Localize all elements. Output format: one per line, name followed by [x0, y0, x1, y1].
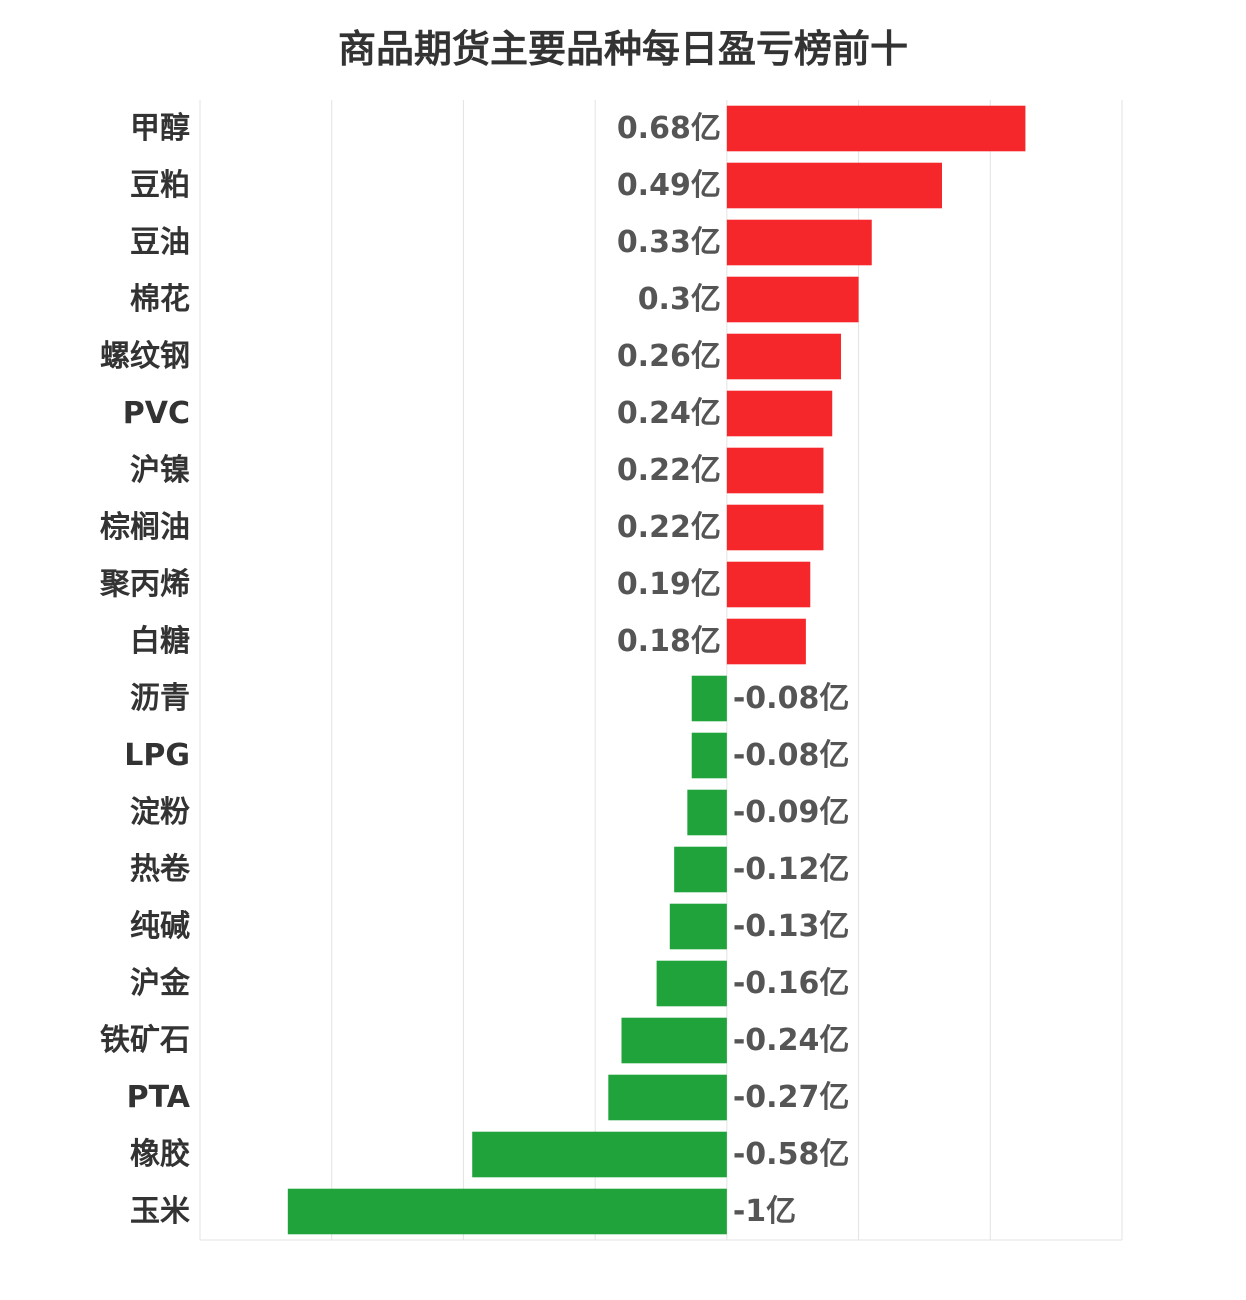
category-label: 橡胶 — [130, 1137, 190, 1172]
value-label: -0.12亿 — [733, 852, 849, 887]
value-label: -0.09亿 — [733, 795, 849, 830]
value-label: -0.58亿 — [733, 1137, 849, 1172]
value-label: 0.68亿 — [617, 111, 721, 146]
category-label: 棉花 — [130, 282, 190, 317]
value-label: 0.49亿 — [617, 168, 721, 203]
category-label: 甲醇 — [130, 111, 190, 146]
bar — [726, 390, 833, 437]
value-label: -0.13亿 — [733, 909, 849, 944]
category-label: 棕榈油 — [100, 510, 190, 545]
bar — [687, 789, 727, 836]
bar — [621, 1017, 727, 1064]
bar — [726, 504, 824, 551]
value-label: -1亿 — [733, 1194, 796, 1229]
bar — [726, 333, 842, 380]
category-label: 玉米 — [130, 1194, 190, 1229]
bar — [726, 447, 824, 494]
chart-title: 商品期货主要品种每日盈亏榜前十 — [337, 27, 908, 71]
category-label: 豆油 — [130, 225, 190, 260]
bar — [691, 732, 727, 779]
category-label: LPG — [124, 738, 190, 773]
bars — [287, 105, 1026, 1235]
grid-lines — [199, 100, 1123, 1241]
bar — [691, 675, 727, 722]
value-label: 0.22亿 — [617, 510, 721, 545]
bar — [726, 276, 859, 323]
category-label: 淀粉 — [130, 795, 190, 830]
bar — [287, 1188, 727, 1235]
bar — [608, 1074, 727, 1121]
category-label: 热卷 — [130, 852, 191, 887]
bar — [726, 105, 1026, 152]
bar — [726, 219, 872, 266]
value-label: 0.19亿 — [617, 567, 721, 602]
category-label: 铁矿石 — [100, 1023, 190, 1058]
value-label: -0.24亿 — [733, 1023, 849, 1058]
bar — [669, 903, 727, 950]
category-label: 白糖 — [130, 624, 190, 659]
bar — [472, 1131, 727, 1178]
value-label: 0.24亿 — [617, 396, 721, 431]
value-label: 0.26亿 — [617, 339, 721, 374]
category-label: PTA — [127, 1080, 191, 1115]
value-label: 0.18亿 — [617, 624, 721, 659]
value-label: -0.08亿 — [733, 681, 849, 716]
value-label: 0.3亿 — [638, 282, 721, 317]
bar — [726, 561, 811, 608]
category-label: 沥青 — [130, 681, 190, 716]
bar — [656, 960, 727, 1007]
bar — [726, 618, 806, 665]
value-label: 0.22亿 — [617, 453, 721, 488]
category-label: 沪金 — [130, 966, 191, 1001]
value-label: -0.08亿 — [733, 738, 849, 773]
category-label: PVC — [123, 396, 190, 431]
category-label: 纯碱 — [130, 909, 190, 944]
value-label: 0.33亿 — [617, 225, 721, 260]
bar — [726, 162, 942, 209]
category-label: 豆粕 — [130, 168, 190, 203]
category-label: 螺纹钢 — [100, 339, 190, 374]
value-label: -0.16亿 — [733, 966, 849, 1001]
category-label: 聚丙烯 — [99, 567, 190, 602]
bar — [674, 846, 727, 893]
category-label: 沪镍 — [130, 453, 190, 488]
value-label: -0.27亿 — [733, 1080, 849, 1115]
